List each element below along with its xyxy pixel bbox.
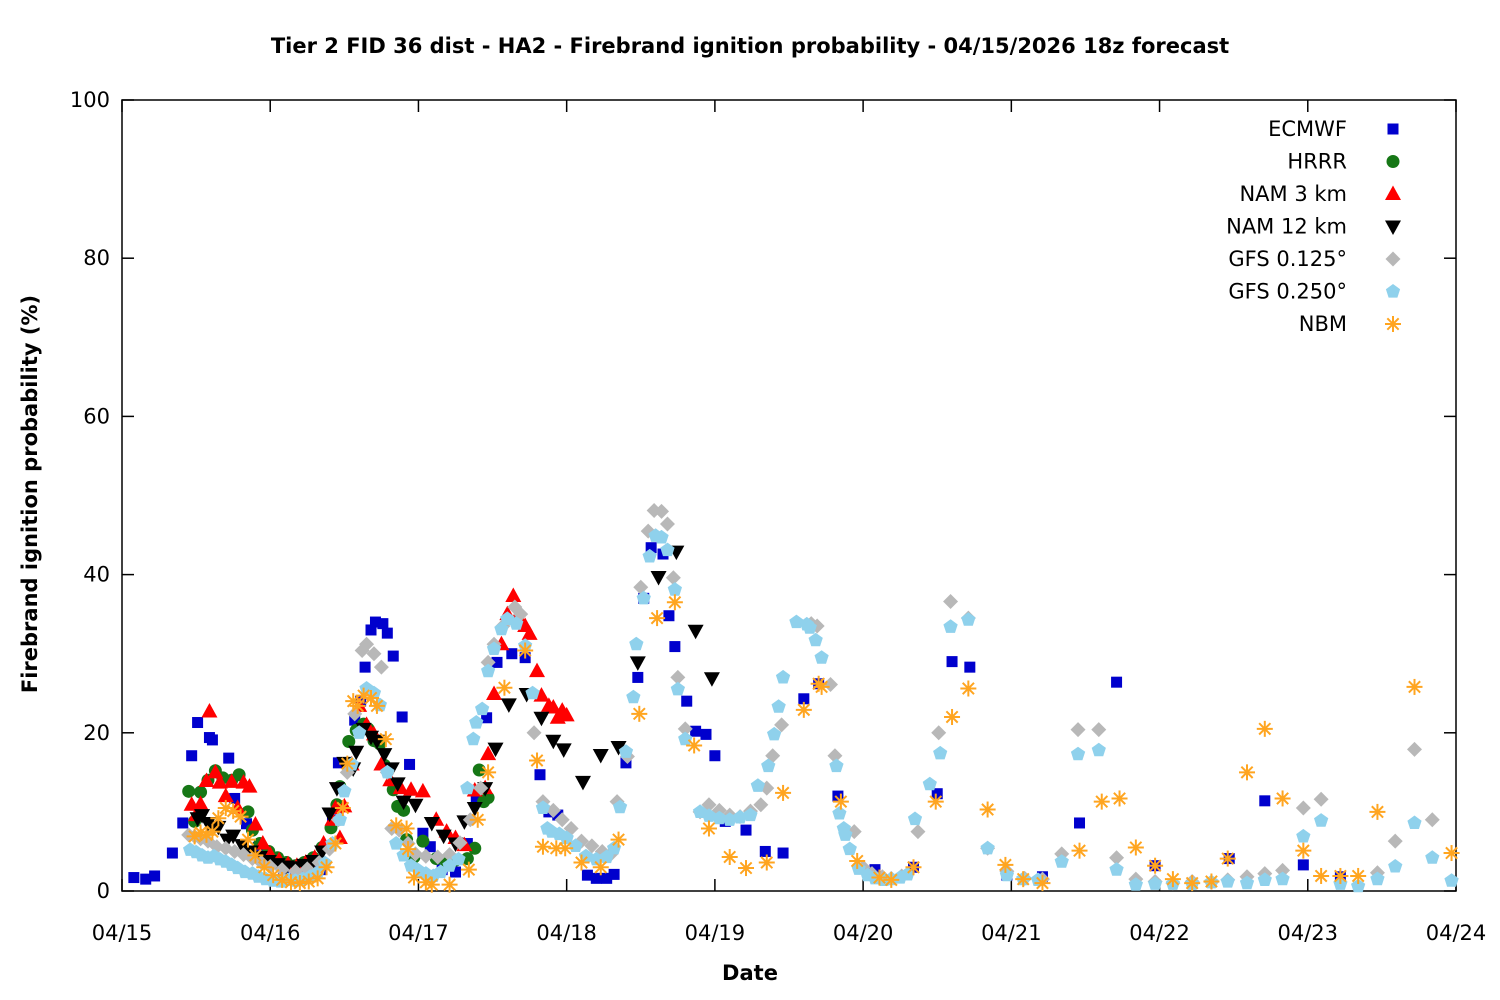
x-tick-label-04-23: 04/23	[1278, 921, 1339, 945]
series-ecmwf	[128, 542, 1346, 885]
x-tick-label-04-22: 04/22	[1129, 921, 1190, 945]
ecmwf-legend-marker-icon	[1387, 123, 1399, 135]
legend-label-gfs-0-250: GFS 0.250°	[1228, 280, 1347, 304]
x-axis-title: Date	[722, 961, 778, 985]
legend-item-ecmwf: ECMWF	[1268, 117, 1399, 141]
legend: ECMWF HRRR NAM 3 km NAM 12 km GFS 0.125° GFS …	[1226, 117, 1401, 336]
x-tick-label-04-19: 04/19	[685, 921, 746, 945]
series-gfs-0-250	[183, 528, 1459, 893]
nbm-legend-marker-icon	[1385, 316, 1401, 332]
legend-item-gfs-0-250: GFS 0.250°	[1228, 280, 1401, 304]
legend-label-gfs-0-125: GFS 0.125°	[1228, 247, 1347, 271]
x-tick-label-04-15: 04/15	[92, 921, 153, 945]
legend-item-nam-12-km: NAM 12 km	[1226, 215, 1401, 239]
x-tick-label-04-21: 04/21	[981, 921, 1042, 945]
x-tick-label-04-18: 04/18	[536, 921, 597, 945]
legend-item-hrrr: HRRR	[1287, 150, 1400, 174]
y-tick-label-80: 80	[83, 246, 110, 270]
gfs-0-250-legend-marker-icon	[1385, 284, 1401, 298]
legend-item-nbm: NBM	[1299, 312, 1401, 336]
legend-item-nam-3-km: NAM 3 km	[1239, 182, 1401, 206]
plot-frame	[121, 99, 1457, 892]
x-tick-label-04-16: 04/16	[240, 921, 301, 945]
x-tick-label-04-24: 04/24	[1426, 921, 1487, 945]
nam-3-km-legend-marker-icon	[1385, 185, 1401, 200]
gfs-0-125-legend-marker-icon	[1385, 251, 1401, 267]
x-tick-label-04-17: 04/17	[388, 921, 449, 945]
legend-item-gfs-0-125: GFS 0.125°	[1228, 247, 1401, 271]
y-tick-label-20: 20	[83, 721, 110, 745]
legend-label-hrrr: HRRR	[1287, 150, 1347, 174]
y-tick-label-60: 60	[83, 404, 110, 428]
y-tick-label-40: 40	[83, 563, 110, 587]
x-tick-label-04-20: 04/20	[833, 921, 894, 945]
y-tick-label-0: 0	[97, 879, 110, 903]
legend-label-ecmwf: ECMWF	[1268, 117, 1347, 141]
legend-label-nbm: NBM	[1299, 312, 1347, 336]
y-tick-label-100: 100	[70, 88, 110, 112]
hrrr-legend-marker-icon	[1386, 155, 1400, 168]
series-nbm	[186, 594, 1460, 893]
chart-title: Tier 2 FID 36 dist - HA2 - Firebrand ign…	[270, 34, 1230, 58]
legend-label-nam-3-km: NAM 3 km	[1239, 182, 1347, 206]
nam-12-km-legend-marker-icon	[1385, 220, 1401, 235]
legend-label-nam-12-km: NAM 12 km	[1226, 215, 1347, 239]
